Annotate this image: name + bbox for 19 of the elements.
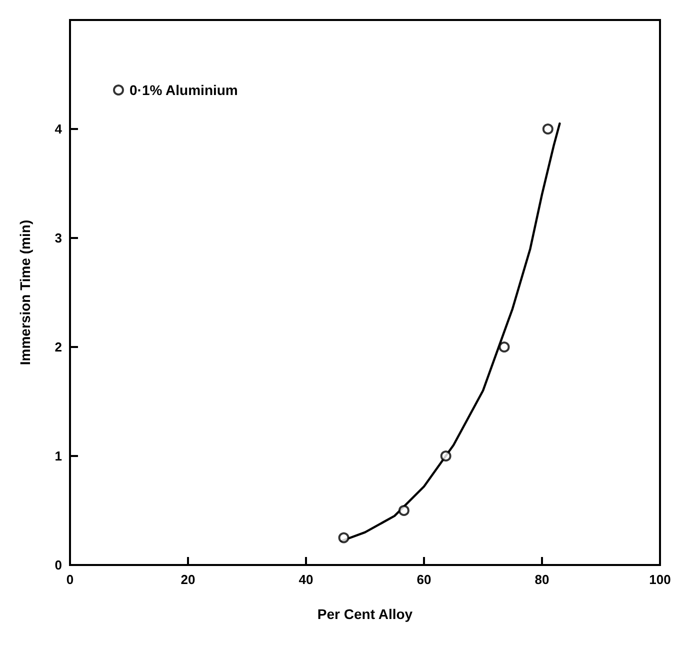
y-tick-label: 2 [54, 340, 62, 354]
y-tick-label: 3 [54, 230, 62, 246]
point [398, 505, 410, 516]
point [440, 450, 452, 462]
y-tick-label: 4 [54, 122, 63, 136]
point [542, 124, 554, 134]
legend-label: 0·1% Aluminium [130, 82, 238, 98]
y-tick-label: 1 [54, 448, 62, 464]
x-tick-label: 20 [180, 572, 196, 587]
x-tick-label: 0 [66, 572, 74, 587]
x-axis-title: Per Cent Alloy [317, 606, 413, 622]
y-tick-label: 0 [54, 558, 62, 572]
point [498, 342, 510, 352]
point [338, 532, 350, 544]
y-axis-title: Immersion Time (min) [17, 220, 33, 366]
x-tick-label: 80 [534, 572, 550, 587]
x-tick-label: 100 [649, 572, 671, 587]
x-tick-label: 60 [416, 572, 432, 587]
x-tick-label: 40 [298, 572, 314, 587]
